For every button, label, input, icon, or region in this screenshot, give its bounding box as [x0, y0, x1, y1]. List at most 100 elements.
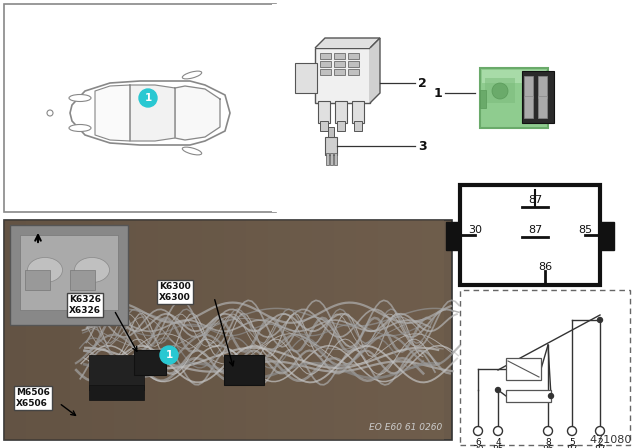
- Bar: [460, 185, 600, 285]
- Bar: [10, 225, 128, 325]
- Text: 86: 86: [542, 445, 554, 448]
- PathPatch shape: [315, 38, 380, 48]
- Ellipse shape: [182, 147, 202, 155]
- Bar: [422, 220, 444, 440]
- Bar: [312, 220, 334, 440]
- Bar: [70, 220, 92, 440]
- Text: 2: 2: [418, 77, 427, 90]
- Bar: [506, 358, 541, 380]
- Bar: [268, 220, 290, 440]
- Bar: [400, 220, 422, 440]
- Bar: [202, 220, 224, 440]
- PathPatch shape: [70, 81, 230, 145]
- Bar: [538, 76, 547, 98]
- Text: 8: 8: [545, 438, 551, 447]
- Ellipse shape: [69, 95, 91, 102]
- Text: 471080: 471080: [589, 435, 632, 445]
- Bar: [136, 220, 158, 440]
- Text: 85: 85: [492, 445, 504, 448]
- Text: EO E60 61 0260: EO E60 61 0260: [369, 423, 442, 432]
- Text: 1: 1: [433, 86, 442, 99]
- Text: 30: 30: [468, 225, 482, 235]
- Bar: [524, 76, 533, 98]
- Bar: [26, 220, 48, 440]
- Bar: [334, 69, 345, 75]
- Bar: [25, 270, 50, 290]
- Bar: [334, 220, 356, 440]
- Text: 30: 30: [472, 445, 484, 448]
- Bar: [538, 96, 547, 118]
- Circle shape: [548, 393, 554, 399]
- Text: 1: 1: [145, 93, 152, 103]
- Bar: [334, 61, 345, 67]
- Circle shape: [160, 346, 178, 364]
- Bar: [180, 220, 202, 440]
- Bar: [485, 78, 515, 103]
- Text: 86: 86: [538, 262, 552, 272]
- Bar: [246, 220, 268, 440]
- PathPatch shape: [370, 38, 380, 103]
- Text: 4: 4: [495, 438, 501, 447]
- Circle shape: [139, 89, 157, 107]
- Text: 5: 5: [569, 438, 575, 447]
- Bar: [352, 101, 364, 123]
- Bar: [318, 101, 330, 123]
- Text: K6300
X6300: K6300 X6300: [159, 282, 191, 302]
- Bar: [482, 70, 546, 83]
- Text: K6326
X6326: K6326 X6326: [69, 295, 101, 314]
- Bar: [70, 270, 95, 290]
- Text: 87: 87: [566, 445, 578, 448]
- Bar: [348, 69, 359, 75]
- Text: 87: 87: [528, 195, 542, 205]
- Bar: [480, 68, 548, 128]
- Bar: [348, 61, 359, 67]
- Bar: [290, 220, 312, 440]
- Bar: [378, 220, 400, 440]
- Bar: [320, 69, 331, 75]
- Bar: [320, 53, 331, 59]
- Bar: [330, 153, 333, 165]
- Bar: [158, 220, 180, 440]
- Bar: [89, 355, 144, 390]
- Circle shape: [543, 426, 552, 435]
- Circle shape: [495, 388, 500, 392]
- Bar: [4, 4, 276, 212]
- Bar: [224, 355, 264, 385]
- Bar: [600, 222, 614, 250]
- Circle shape: [568, 426, 577, 435]
- Bar: [4, 220, 452, 440]
- Circle shape: [493, 426, 502, 435]
- Text: M6506
X6506: M6506 X6506: [16, 388, 50, 408]
- Bar: [320, 121, 328, 131]
- Text: 85: 85: [578, 225, 592, 235]
- Bar: [446, 222, 460, 250]
- Bar: [224, 220, 246, 440]
- Text: 6: 6: [475, 438, 481, 447]
- Bar: [4, 220, 26, 440]
- Circle shape: [595, 426, 605, 435]
- Bar: [89, 385, 144, 400]
- Bar: [356, 220, 378, 440]
- Text: 2: 2: [597, 438, 603, 447]
- Polygon shape: [95, 85, 130, 141]
- Text: 87: 87: [595, 445, 605, 448]
- Bar: [134, 350, 166, 375]
- Bar: [92, 220, 114, 440]
- Bar: [354, 121, 362, 131]
- Bar: [326, 153, 329, 165]
- Bar: [337, 121, 345, 131]
- Bar: [506, 390, 551, 402]
- Bar: [522, 71, 554, 123]
- Circle shape: [47, 110, 53, 116]
- Ellipse shape: [69, 125, 91, 132]
- Bar: [20, 235, 118, 310]
- Polygon shape: [130, 85, 175, 141]
- Bar: [325, 137, 337, 155]
- Bar: [480, 90, 486, 108]
- Bar: [114, 220, 136, 440]
- Bar: [295, 63, 317, 93]
- Bar: [48, 220, 70, 440]
- Ellipse shape: [28, 258, 63, 283]
- Ellipse shape: [74, 258, 109, 283]
- Circle shape: [492, 83, 508, 99]
